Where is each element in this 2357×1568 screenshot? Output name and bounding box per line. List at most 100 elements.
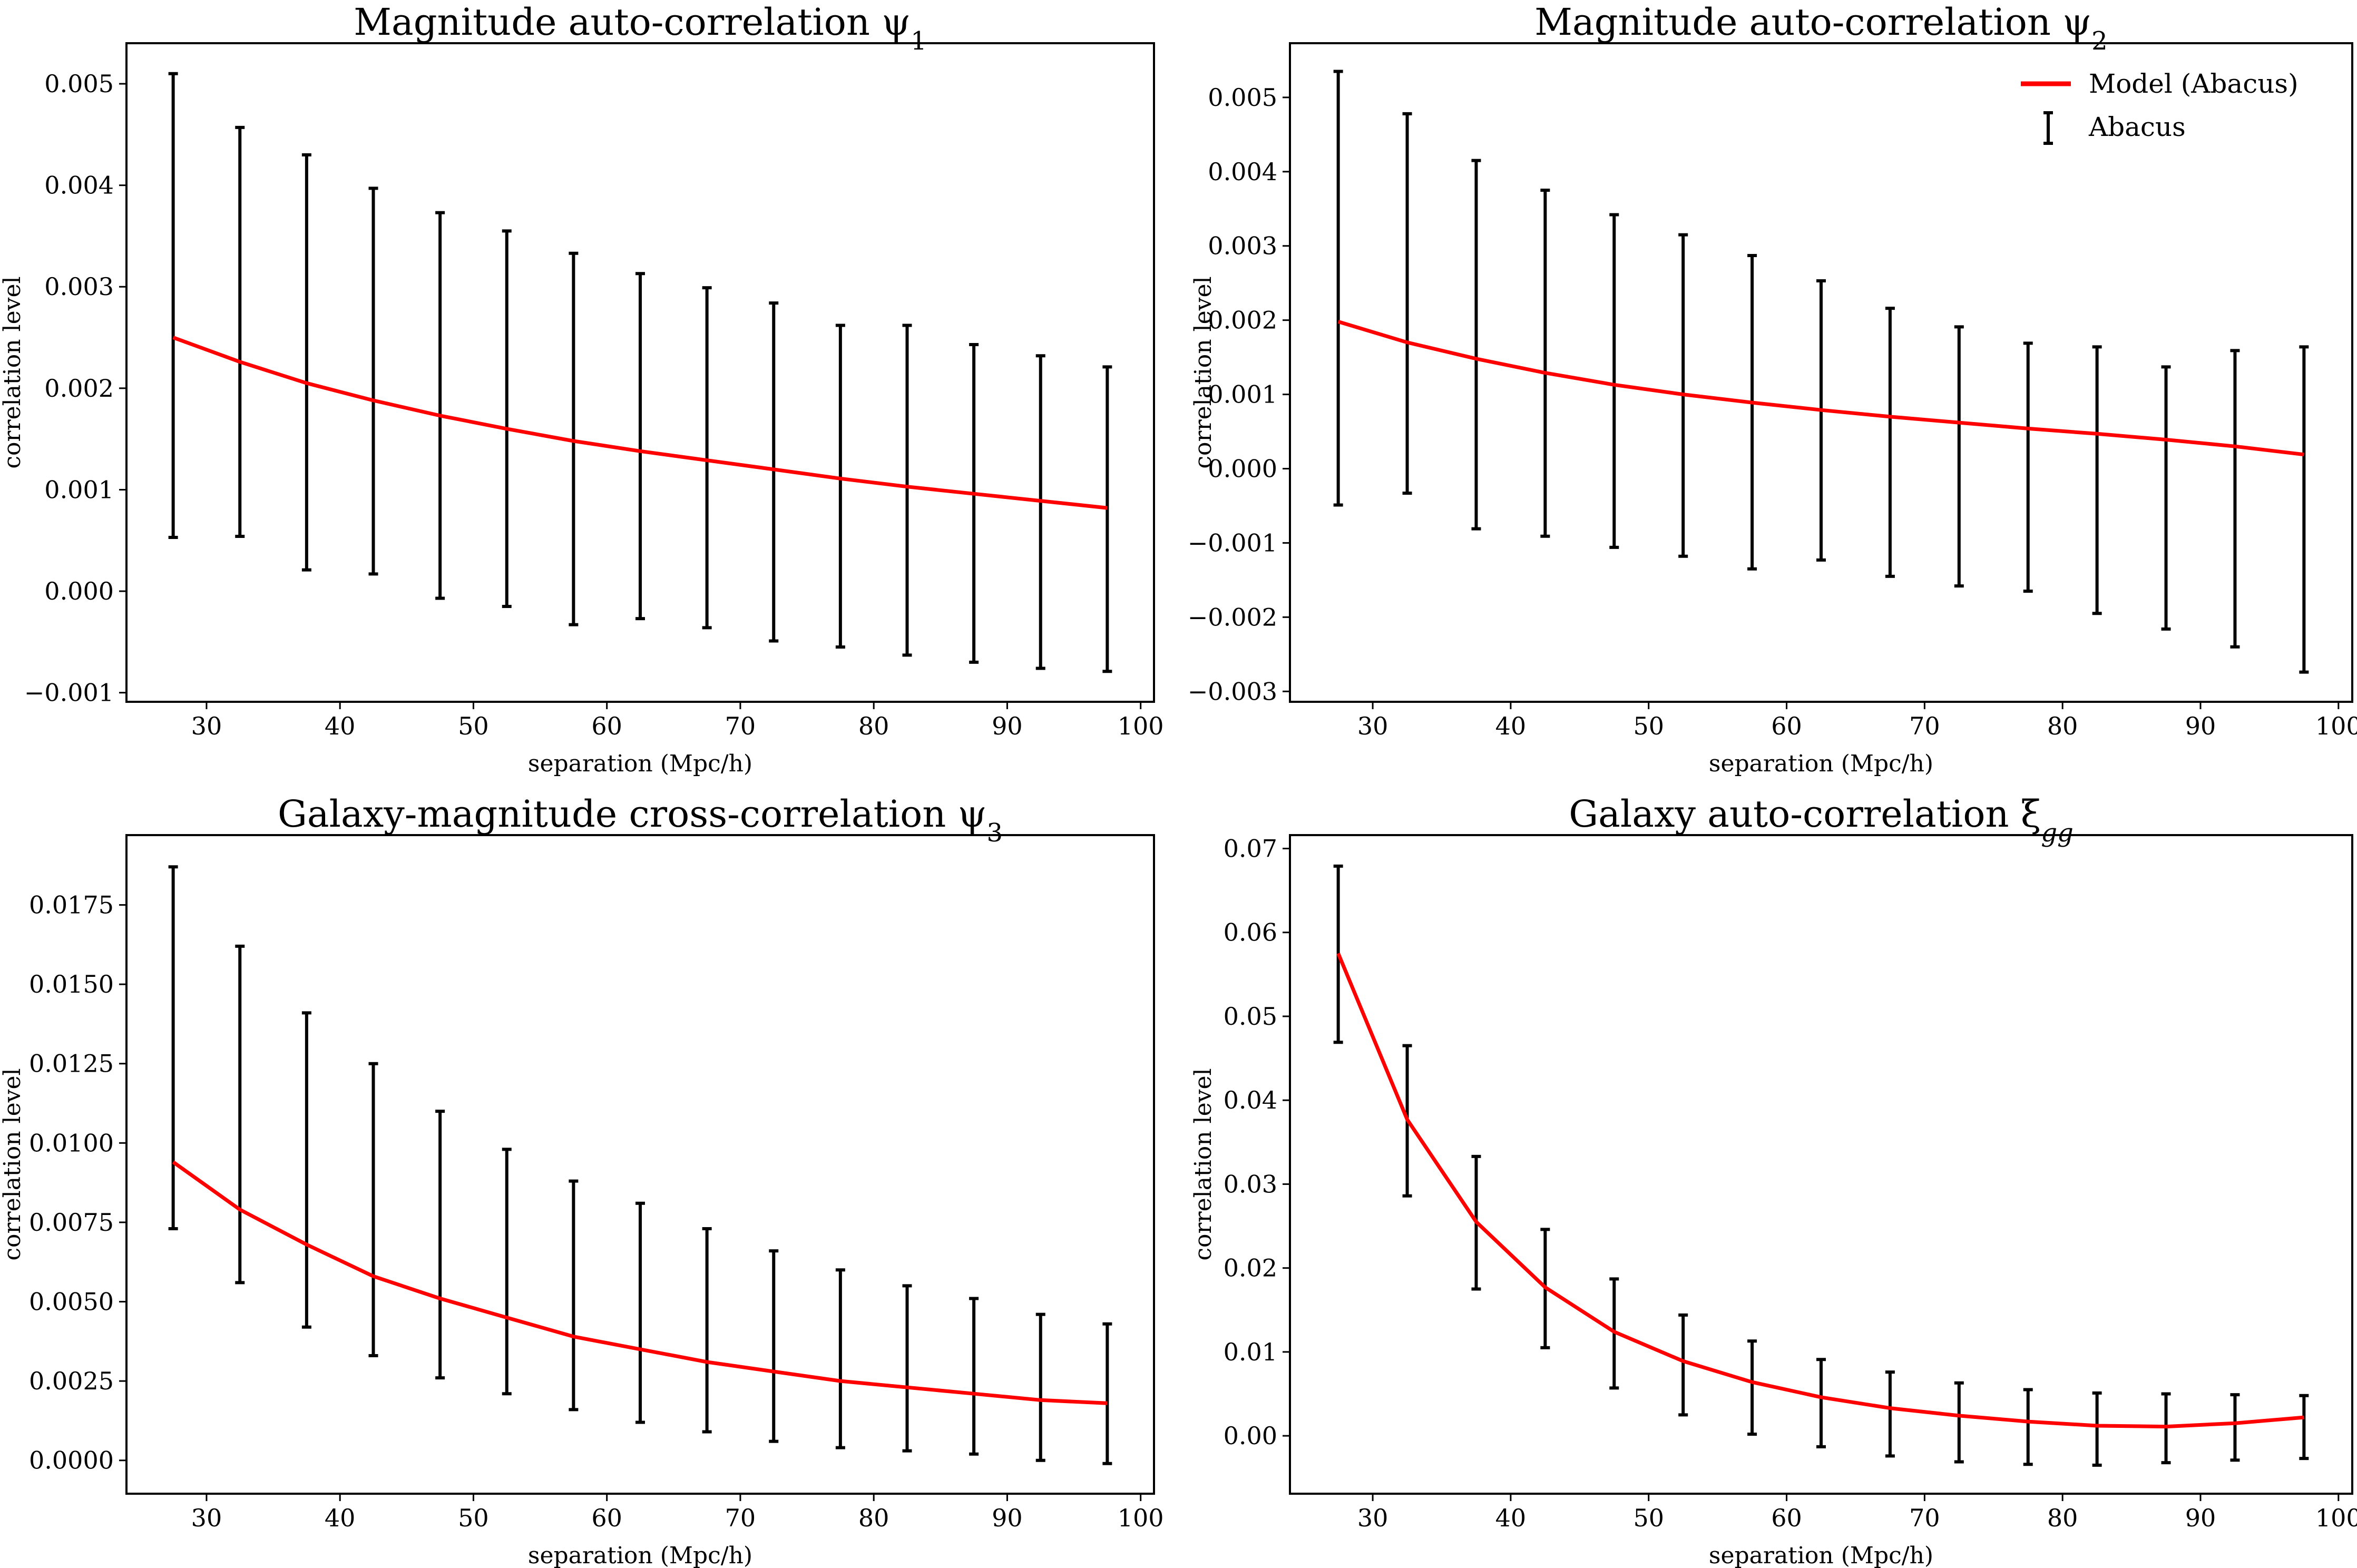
errorbar-point (1747, 254, 1757, 571)
x-tick-label: 60 (1771, 712, 1802, 740)
y-tick-label: −0.001 (24, 679, 114, 707)
y-tick-label: 0.005 (44, 70, 114, 98)
errorbar-point (1816, 1358, 1826, 1448)
y-axis-label: correlation level (1190, 1068, 1217, 1260)
x-axis-label: separation (Mpc/h) (1709, 1542, 1933, 1568)
x-axis-label: separation (Mpc/h) (528, 1542, 752, 1568)
errorbar-point (1816, 279, 1826, 562)
x-tick-label: 50 (1633, 1504, 1664, 1532)
x-axis-label: separation (Mpc/h) (528, 750, 752, 777)
x-tick-label: 30 (1357, 712, 1388, 740)
chart-title-subscript: 2 (2091, 26, 2108, 56)
errorbar-point (702, 286, 712, 630)
y-tick-label: 0.003 (44, 272, 114, 301)
errorbar-point (1678, 1313, 1688, 1417)
errorbar-point (969, 343, 979, 664)
y-tick-label: 0.0125 (29, 1050, 114, 1078)
panel-psi1: Magnitude auto-correlation ψ1 separation… (0, 1, 1164, 777)
x-tick-label: 70 (1909, 1504, 1940, 1532)
errorbar-point (1402, 112, 1412, 495)
y-tick-label: 0.04 (1224, 1086, 1277, 1114)
y-tick-label: 0.002 (1208, 306, 1277, 335)
x-tick-label: 40 (1495, 1504, 1527, 1532)
y-tick-label: 0.001 (1208, 380, 1277, 409)
errorbar-point (769, 1249, 779, 1443)
errorbar-point (835, 1268, 845, 1449)
errorbar-point (569, 251, 579, 626)
y-axis-label: correlation level (0, 1068, 26, 1260)
y-tick-label: −0.001 (1188, 528, 1277, 557)
y-tick-label: 0.002 (44, 374, 114, 403)
x-tick-label: 90 (2185, 712, 2216, 740)
errorbar-point (635, 272, 645, 621)
errorbar-point (1035, 1312, 1045, 1462)
errorbar-point (168, 865, 178, 1230)
x-tick-label: 80 (2047, 1504, 2078, 1532)
errorbar-point (1954, 1381, 1964, 1464)
model-line (1336, 953, 2304, 1429)
errorbar-point (235, 125, 245, 538)
x-tick-label: 30 (191, 712, 222, 740)
errorbar-point (502, 1148, 512, 1396)
chart-title-subscript: 1 (911, 26, 927, 56)
errorbar-point (902, 324, 912, 657)
y-axis-label: correlation level (0, 276, 26, 468)
y-tick-label: 0.000 (44, 577, 114, 605)
chart-title-text: Galaxy-magnitude cross-correlation ψ (278, 792, 987, 836)
errorbar-point (368, 187, 378, 576)
errorbar-point (2161, 365, 2171, 631)
x-tick-label: 100 (1118, 1504, 1164, 1532)
errorbar-point (168, 72, 178, 539)
panel-xigg: Galaxy auto-correlation ξgg separation (… (1190, 792, 2357, 1568)
errorbar-point (635, 1201, 645, 1424)
legend-label-model: Model (Abacus) (2089, 68, 2299, 99)
errorbar-point (2299, 1394, 2309, 1461)
y-tick-label: −0.003 (1188, 677, 1277, 705)
y-tick-label: 0.000 (1208, 454, 1277, 483)
errorbar-point (235, 944, 245, 1285)
legend-label-abacus: Abacus (2088, 112, 2186, 142)
x-tick-label: 40 (325, 1504, 356, 1532)
chart-title-subscript: 3 (987, 818, 1003, 848)
x-tick-label: 90 (992, 712, 1023, 740)
y-tick-label: 0.0050 (29, 1288, 114, 1316)
x-tick-label: 50 (458, 1504, 489, 1532)
errorbar-point (1333, 70, 1343, 507)
errorbar-point (1102, 365, 1112, 673)
y-tick-label: 0.004 (44, 171, 114, 200)
errorbar-point (1471, 159, 1481, 531)
x-tick-label: 80 (2047, 712, 2078, 740)
errorbar-point (502, 229, 512, 608)
errorbar-point (2299, 345, 2309, 674)
y-tick-label: 0.03 (1224, 1170, 1277, 1198)
errorbar-point (2092, 1391, 2102, 1467)
y-tick-label: 0.05 (1224, 1002, 1277, 1031)
y-tick-label: 0.0025 (29, 1367, 114, 1395)
y-tick-label: 0.0175 (29, 891, 114, 919)
chart-title-text: Magnitude auto-correlation ψ (1534, 1, 2091, 44)
errorbar-point (1035, 354, 1045, 670)
y-tick-label: −0.002 (1188, 603, 1277, 631)
legend: Model (Abacus) Abacus (2021, 68, 2299, 145)
errorbar-point (2023, 1388, 2033, 1466)
x-tick-label: 50 (458, 712, 489, 740)
errorbar-point (2230, 1393, 2240, 1462)
y-tick-label: 0.07 (1224, 834, 1277, 863)
errorbar-point (301, 1011, 311, 1329)
chart-title-subscript: gg (2041, 818, 2073, 848)
errorbar-point (368, 1062, 378, 1357)
y-tick-label: 0.0000 (29, 1446, 114, 1475)
chart-title: Magnitude auto-correlation ψ2 (1534, 1, 2107, 56)
y-tick-label: 0.0075 (29, 1208, 114, 1237)
errorbar-point (835, 324, 845, 649)
x-tick-label: 100 (2315, 712, 2357, 740)
errorbar-point (769, 301, 779, 643)
errorbar-point (969, 1297, 979, 1456)
y-tick-label: 0.001 (44, 475, 114, 504)
x-tick-label: 30 (191, 1504, 222, 1532)
panel-psi3: Galaxy-magnitude cross-correlation ψ3 se… (0, 792, 1164, 1568)
x-tick-label: 80 (858, 1504, 889, 1532)
errorbar-point (1102, 1322, 1112, 1465)
y-tick-label: 0.005 (1208, 83, 1277, 112)
